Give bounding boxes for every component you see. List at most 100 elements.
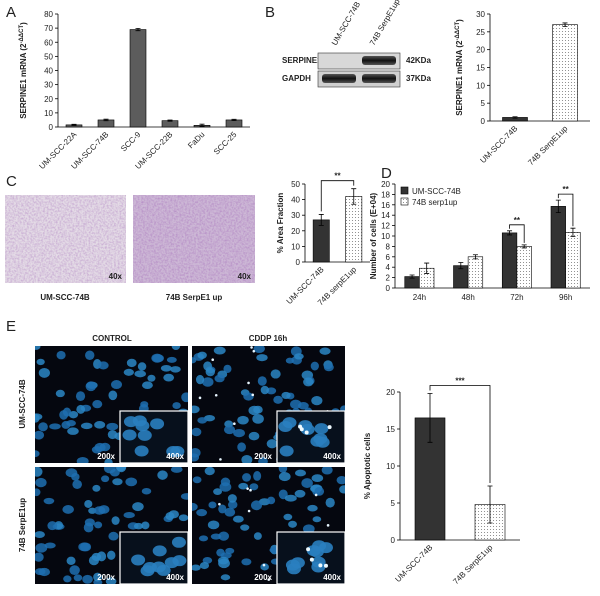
nucleus bbox=[85, 350, 95, 361]
nucleus bbox=[224, 507, 236, 517]
error-bar bbox=[318, 214, 324, 226]
nucleus bbox=[240, 524, 250, 531]
micrograph bbox=[192, 346, 345, 463]
nucleus bbox=[35, 430, 45, 440]
nucleus bbox=[279, 445, 294, 457]
y-tick-label: 70 bbox=[44, 24, 53, 33]
nucleus bbox=[35, 450, 40, 458]
nucleus bbox=[131, 554, 146, 566]
nucleus bbox=[294, 489, 306, 498]
blot-lane: 74B SerpE1up bbox=[368, 0, 402, 47]
nucleus bbox=[67, 427, 79, 435]
y-label-part: ) bbox=[19, 22, 28, 25]
micrograph-texture bbox=[5, 195, 126, 283]
apoptotic-body bbox=[252, 349, 256, 353]
nucleus bbox=[294, 353, 304, 360]
y-tick-label: 50 bbox=[44, 52, 53, 61]
nucleus bbox=[273, 395, 283, 404]
column-header: CDDP 16h bbox=[249, 334, 288, 343]
y-tick-label: 10 bbox=[386, 462, 395, 471]
nucleus bbox=[83, 522, 94, 533]
y-tick-label: 14 bbox=[381, 211, 390, 220]
row-header: 74B SerpE1up bbox=[18, 498, 27, 552]
magnification: 200x bbox=[97, 452, 115, 461]
nucleus bbox=[253, 346, 265, 353]
y-tick-label: 25 bbox=[476, 28, 485, 37]
nucleus bbox=[107, 430, 118, 440]
nucleus bbox=[232, 515, 244, 523]
y-axis-label: SERPINE1 mRNA (2-ΔΔCT) bbox=[455, 19, 464, 116]
apoptotic-body bbox=[249, 488, 252, 492]
column-header: CONTROL bbox=[92, 334, 132, 343]
nucleus bbox=[76, 457, 89, 463]
nucleus bbox=[133, 522, 144, 530]
y-label-part: % Area Fraction bbox=[276, 193, 285, 254]
nucleus bbox=[286, 563, 301, 575]
y-tick-label: 20 bbox=[44, 95, 53, 104]
nucleus bbox=[180, 493, 188, 500]
y-tick-label: 5 bbox=[481, 99, 486, 108]
nucleus bbox=[78, 542, 91, 552]
nucleus bbox=[258, 457, 268, 463]
bar bbox=[129, 29, 147, 128]
y-axis-label: SERPINE1 mRNA (2-ΔΔCT) bbox=[19, 22, 28, 119]
y-axis-label: Number of cells (E+04) bbox=[369, 192, 378, 279]
nucleus bbox=[125, 477, 138, 487]
nucleus bbox=[217, 556, 229, 565]
nucleus bbox=[241, 454, 253, 463]
blot-lane: UM-SCC-74B bbox=[330, 0, 362, 47]
nucleus bbox=[166, 356, 177, 363]
nucleus bbox=[253, 470, 262, 481]
y-tick-label: 20 bbox=[386, 388, 395, 397]
significance-label: ** bbox=[563, 185, 570, 194]
error-bar bbox=[351, 188, 357, 205]
nucleus bbox=[132, 502, 144, 512]
nucleus bbox=[281, 391, 291, 399]
y-tick-label: 40 bbox=[44, 67, 53, 76]
y-tick-label: 40 bbox=[291, 196, 300, 205]
panel-letter: D bbox=[381, 165, 392, 182]
nucleus bbox=[306, 545, 321, 557]
nucleus bbox=[82, 574, 93, 584]
magnification: 400x bbox=[323, 573, 341, 582]
error-bar bbox=[521, 244, 527, 249]
nucleus bbox=[257, 376, 267, 386]
apoptotic-body bbox=[251, 393, 255, 397]
image-caption: UM-SCC-74B bbox=[40, 293, 90, 302]
nucleus bbox=[233, 428, 245, 438]
bar bbox=[565, 232, 581, 289]
nucleus bbox=[69, 565, 80, 575]
nucleus bbox=[43, 497, 55, 505]
nucleus bbox=[192, 476, 202, 484]
nucleus bbox=[196, 509, 208, 517]
nucleus bbox=[248, 405, 260, 416]
nucleus bbox=[140, 565, 155, 577]
bar bbox=[345, 196, 363, 263]
nucleus bbox=[141, 487, 152, 495]
apoptotic-body bbox=[318, 563, 323, 568]
error-bar bbox=[231, 118, 237, 122]
y-tick-label: 20 bbox=[476, 46, 485, 55]
nucleus bbox=[108, 531, 119, 541]
nucleus bbox=[238, 482, 249, 490]
bar bbox=[552, 24, 578, 122]
apoptotic-body bbox=[218, 502, 221, 506]
nucleus bbox=[166, 446, 181, 458]
nucleus bbox=[192, 427, 202, 437]
inset bbox=[276, 531, 345, 584]
nucleus bbox=[256, 354, 268, 362]
nucleus bbox=[181, 392, 188, 403]
fluorescence-images: 200x 400x 200x 400x 200x 400x 200x 400x bbox=[35, 346, 345, 584]
micrograph bbox=[35, 346, 188, 463]
legend-swatch bbox=[400, 197, 409, 206]
y-label-part: -ΔΔCT bbox=[19, 25, 25, 44]
nucleus bbox=[134, 445, 149, 457]
nucleus bbox=[319, 347, 331, 355]
apoptotic-body bbox=[314, 493, 318, 497]
nucleus bbox=[35, 467, 43, 477]
y-label-part: SERPINE1 mRNA (2 bbox=[19, 43, 28, 119]
y-tick-label: 30 bbox=[291, 211, 300, 220]
apoptotic-body bbox=[262, 563, 266, 567]
magnification: 400x bbox=[166, 452, 184, 461]
nucleus bbox=[107, 550, 116, 560]
